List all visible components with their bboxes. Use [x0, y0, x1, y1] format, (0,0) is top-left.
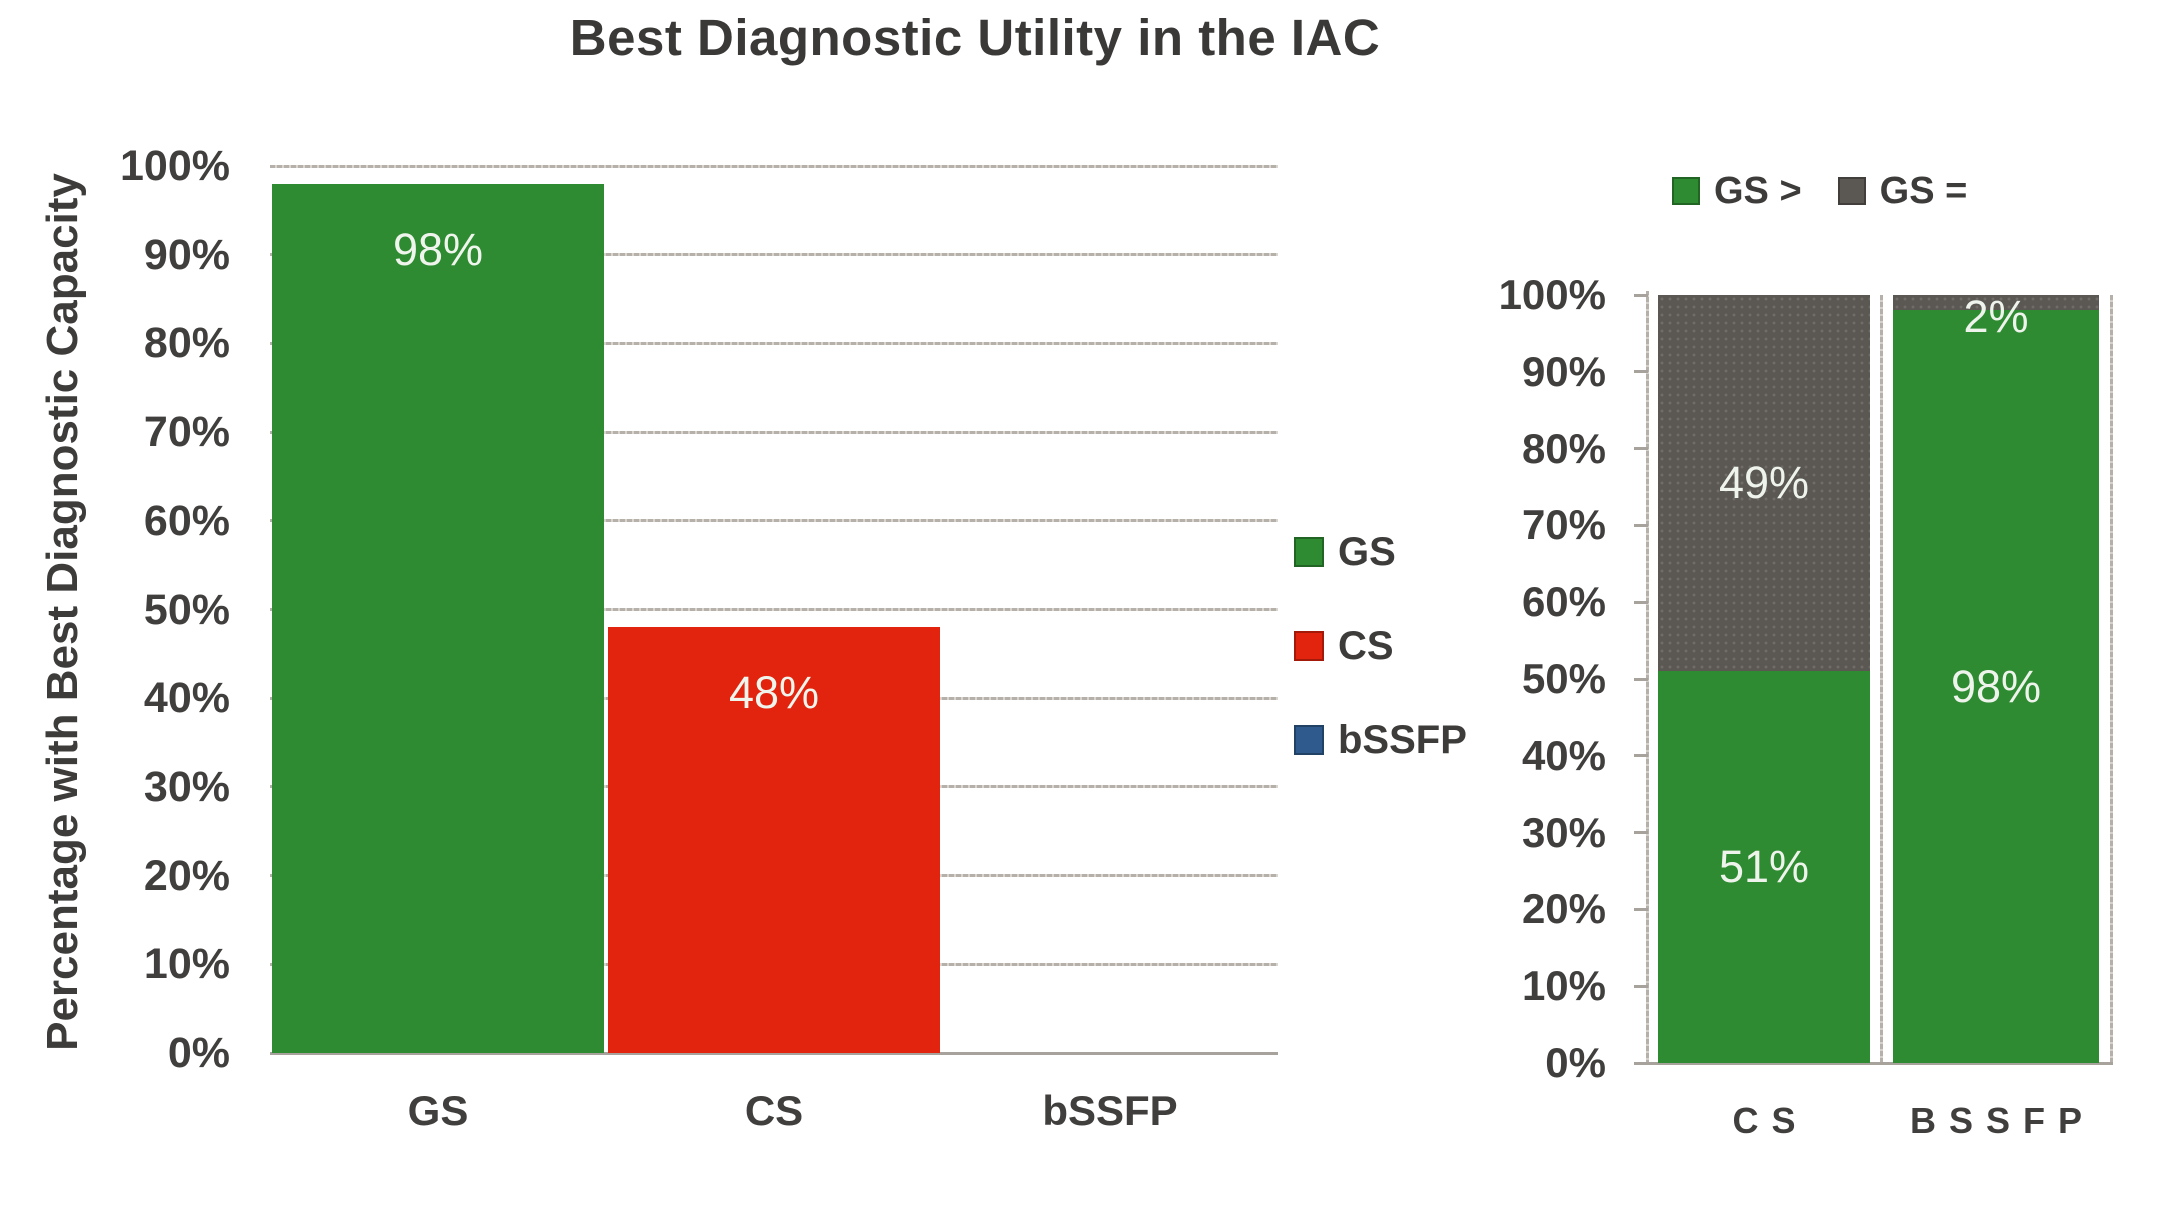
- legend-item: GS =: [1837, 169, 1968, 212]
- bar-value-label: 48%: [728, 667, 820, 719]
- legend-swatch: [1294, 631, 1324, 661]
- plot-right-border-line: [2110, 295, 2113, 1063]
- bar-value-label: 98%: [392, 223, 484, 275]
- y-tick-label: 70%: [1521, 501, 1606, 549]
- y-tick-label: 80%: [1521, 424, 1606, 472]
- legend-swatch: [1294, 537, 1324, 567]
- y-axis-tick: [1634, 677, 1648, 681]
- y-tick-label: 0%: [167, 1029, 230, 1077]
- y-tick-label: 20%: [143, 851, 230, 900]
- segment-value-label: 98%: [1950, 660, 2042, 712]
- y-axis-tick: [1634, 907, 1648, 911]
- y-tick-label: 0%: [1545, 1039, 1606, 1086]
- y-tick-label: 30%: [1521, 808, 1606, 856]
- y-tick-label: 50%: [1521, 655, 1606, 702]
- y-tick-label: 60%: [1521, 578, 1606, 626]
- x-category-label: GS: [407, 1087, 469, 1134]
- x-category-label: BSSFP: [1909, 1100, 2096, 1141]
- y-axis-tick: [1634, 293, 1648, 297]
- legend-item: GS >: [1672, 170, 1802, 212]
- legend-swatch: [1837, 177, 1866, 205]
- segment-value-label: 49%: [1718, 457, 1810, 509]
- y-axis-tick: [1634, 600, 1648, 604]
- y-tick-label: 30%: [143, 762, 230, 811]
- y-axis-tick: [1634, 831, 1648, 835]
- y-tick-label: 100%: [120, 142, 230, 190]
- segment-gs--cs: [1658, 671, 1870, 1063]
- y-tick-label: 10%: [143, 940, 230, 989]
- legend-item: CS: [1294, 623, 1467, 669]
- legend-item: bSSFP: [1294, 717, 1467, 763]
- gridline: [270, 430, 1278, 434]
- left-legend: GS CS bSSFP: [1294, 529, 1467, 811]
- legend-swatch: [1672, 177, 1700, 205]
- bar-cs: [608, 627, 940, 1053]
- gridline: [270, 253, 1278, 257]
- y-tick-label: 50%: [143, 585, 230, 634]
- x-category-label: bSSFP: [1042, 1087, 1178, 1134]
- gridline: [270, 608, 1278, 611]
- y-tick-label: 100%: [1498, 271, 1606, 318]
- legend-item-label: bSSFP: [1338, 717, 1467, 762]
- y-tick-label: 10%: [1521, 962, 1606, 1010]
- y-tick-label: 40%: [143, 674, 230, 723]
- chart-title: Best Diagnostic Utility in the IAC: [569, 9, 1381, 66]
- y-tick-label: 90%: [1521, 347, 1606, 395]
- y-tick-label: 80%: [143, 319, 230, 368]
- y-tick-label: 70%: [143, 408, 230, 457]
- gridline: [270, 341, 1278, 345]
- legend-item: GS: [1294, 529, 1467, 575]
- right-legend: GS > GS =: [1672, 170, 2003, 212]
- y-tick-label: 20%: [1521, 885, 1606, 933]
- y-axis-tick: [1634, 523, 1648, 527]
- segment-gs--bssfp: [1893, 295, 2099, 311]
- right-x-axis-line: [1636, 1062, 2113, 1065]
- segment-gs--bssfp: [1893, 310, 2099, 1063]
- category-separator-line: [1880, 295, 1883, 1063]
- segment-value-label: 2%: [1963, 291, 2029, 342]
- bar-gs: [272, 183, 604, 1053]
- y-tick-label: 90%: [143, 230, 230, 279]
- x-category-label: CS: [1732, 1100, 1809, 1141]
- gridline: [270, 164, 1278, 168]
- y-axis-tick: [1634, 447, 1648, 451]
- segment-gs--cs: [1658, 295, 1870, 672]
- legend-item-label: GS =: [1879, 169, 1968, 212]
- gridline: [270, 519, 1278, 523]
- y-axis-tick: [1634, 984, 1648, 988]
- legend-item-label: GS >: [1714, 169, 1802, 212]
- y-tick-label: 40%: [1521, 731, 1606, 779]
- segment-value-label: 51%: [1718, 841, 1810, 893]
- legend-item-label: CS: [1338, 623, 1394, 668]
- y-axis-tick: [1634, 754, 1648, 758]
- y-axis-tick: [1634, 370, 1648, 374]
- legend-item-label: GS: [1338, 529, 1396, 574]
- y-tick-label: 60%: [143, 496, 230, 545]
- legend-swatch: [1294, 725, 1324, 755]
- left-x-axis-line: [270, 1052, 1278, 1055]
- x-category-label: CS: [744, 1087, 804, 1134]
